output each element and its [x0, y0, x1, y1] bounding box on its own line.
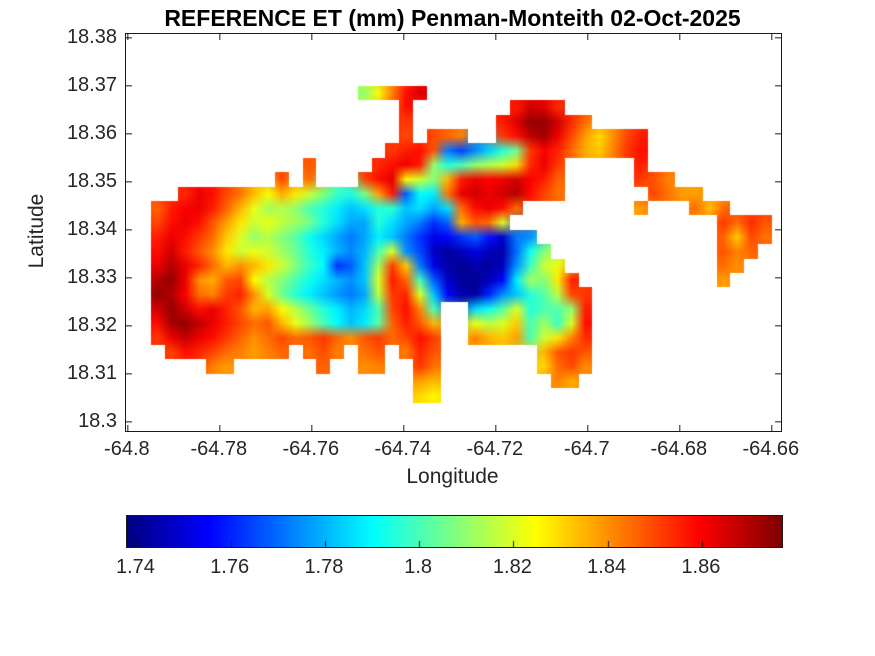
y-tick-label: 18.32 — [66, 313, 117, 336]
colorbar-tick-label: 1.74 — [115, 556, 155, 578]
x-tick-label: -64.7 — [564, 438, 610, 460]
x-tick-label: -64.72 — [466, 438, 524, 460]
colorbar-canvas — [127, 516, 782, 547]
y-tick-label: 18.37 — [66, 73, 117, 96]
x-tick-label: -64.74 — [374, 438, 432, 460]
colorbar-tick-label: 1.8 — [404, 556, 433, 578]
y-tick-label: 18.3 — [78, 409, 117, 432]
plot-area — [125, 33, 782, 432]
y-tick-label: 18.35 — [66, 169, 117, 192]
y-tick-label: 18.38 — [66, 25, 117, 48]
x-tick-label: -64.68 — [650, 438, 708, 460]
axis-ticks — [126, 34, 781, 431]
x-tick-label: -64.8 — [104, 438, 150, 460]
et-heatmap-canvas — [126, 34, 781, 431]
y-tick-label: 18.36 — [66, 121, 117, 144]
x-tick-label: -64.66 — [742, 438, 800, 460]
x-tick-label: -64.76 — [282, 438, 340, 460]
colorbar-tick-label: 1.86 — [681, 556, 721, 578]
chart-title: REFERENCE ET (mm) Penman-Monteith 02-Oct… — [164, 5, 741, 31]
y-tick-label: 18.34 — [66, 217, 117, 240]
colorbar-tick-label: 1.76 — [210, 556, 250, 578]
colorbar-tick-label: 1.84 — [587, 556, 627, 578]
colorbar-tick-label: 1.82 — [492, 556, 532, 578]
y-tick-label: 18.31 — [66, 361, 117, 384]
x-axis-label: Longitude — [406, 465, 499, 488]
x-tick-label: -64.78 — [190, 438, 248, 460]
y-axis-label: Latitude — [25, 193, 48, 269]
colorbar-tick-label: 1.78 — [304, 556, 344, 578]
y-tick-label: 18.33 — [66, 265, 117, 288]
colorbar — [126, 515, 783, 548]
